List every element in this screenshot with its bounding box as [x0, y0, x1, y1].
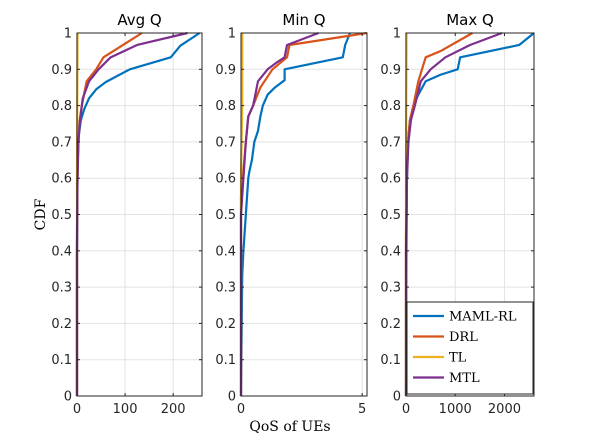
y-tick-label: 0.8 [380, 99, 401, 114]
y-tick-label: 0.6 [380, 172, 401, 187]
panel-2: 0 0.1 0.2 0.3 0.4 0.5 0.6 0.7 0.8 0.9 1 0 5 Min Q QoS … [215, 11, 368, 435]
y-tick-label: 0.8 [215, 99, 236, 114]
y-tick-label: 0.7 [215, 135, 236, 150]
legend-label: MAML-RL [449, 310, 517, 325]
x-tick-label: 200 [161, 402, 186, 417]
x-tick-label: 2000 [488, 402, 521, 417]
y-tick-label: 0.5 [380, 208, 401, 223]
y-tick-label: 0.1 [215, 353, 236, 368]
panel-1: 0 0.1 0.2 0.3 0.4 0.5 0.6 0.7 0.8 0.9 1 0 100 200 Avg … [33, 11, 203, 417]
y-tick-label: 0.8 [51, 99, 72, 114]
legend-label: TL [449, 351, 467, 366]
x-tick-label: 0 [73, 402, 81, 417]
panel-title: Max Q [446, 11, 494, 29]
y-tick-label: 0.9 [51, 63, 72, 78]
y-tick-label: 0.6 [215, 172, 236, 187]
y-tick-label: 0.3 [215, 281, 236, 296]
x-axis-label: QoS of UEs [249, 419, 330, 435]
y-tick-label: 0.7 [51, 135, 72, 150]
y-tick-label: 0.2 [380, 317, 401, 332]
y-tick-label: 1 [64, 27, 72, 42]
x-tick-label: 0 [402, 402, 410, 417]
legend-label: DRL [449, 330, 478, 345]
x-tick-label: 5 [358, 402, 366, 417]
y-tick-label: 0.1 [380, 353, 401, 368]
panel-title: Min Q [282, 11, 325, 29]
y-tick-label: 0.2 [215, 317, 236, 332]
y-tick-label: 0.2 [51, 317, 72, 332]
y-tick-label: 0.5 [215, 208, 236, 223]
panel-3: 0 0.1 0.2 0.3 0.4 0.5 0.6 0.7 0.8 0.9 1 0 1000 2000 Ma… [380, 11, 535, 417]
panel-title: Avg Q [117, 11, 161, 29]
y-tick-label: 0 [228, 390, 236, 405]
y-tick-label: 0.4 [380, 244, 401, 259]
y-tick-label: 0.3 [380, 281, 401, 296]
series-line-maml-rl [239, 32, 352, 397]
legend-box [406, 301, 534, 395]
y-tick-label: 0 [393, 390, 401, 405]
y-tick-label: 0.9 [380, 63, 401, 78]
y-tick-label: 0.4 [51, 244, 72, 259]
y-tick-label: 0.1 [51, 353, 72, 368]
x-tick-label: 100 [113, 402, 138, 417]
x-tick-label: 1000 [439, 402, 472, 417]
series-line-mtl [404, 31, 503, 396]
y-tick-label: 1 [228, 27, 236, 42]
y-tick-label: 0.5 [51, 208, 72, 223]
y-tick-label: 0.6 [51, 172, 72, 187]
y-tick-label: 0.3 [51, 281, 72, 296]
x-tick-label: 0 [237, 402, 245, 417]
legend-label: MTL [449, 371, 480, 386]
y-tick-label: 0.9 [215, 63, 236, 78]
y-tick-label: 0.7 [380, 135, 401, 150]
y-tick-label: 0.4 [215, 244, 236, 259]
y-axis-label: CDF [33, 198, 49, 230]
legend: MAML-RL DRL TL MTL [406, 301, 534, 395]
y-tick-label: 1 [393, 27, 401, 42]
y-tick-label: 0 [64, 390, 72, 405]
